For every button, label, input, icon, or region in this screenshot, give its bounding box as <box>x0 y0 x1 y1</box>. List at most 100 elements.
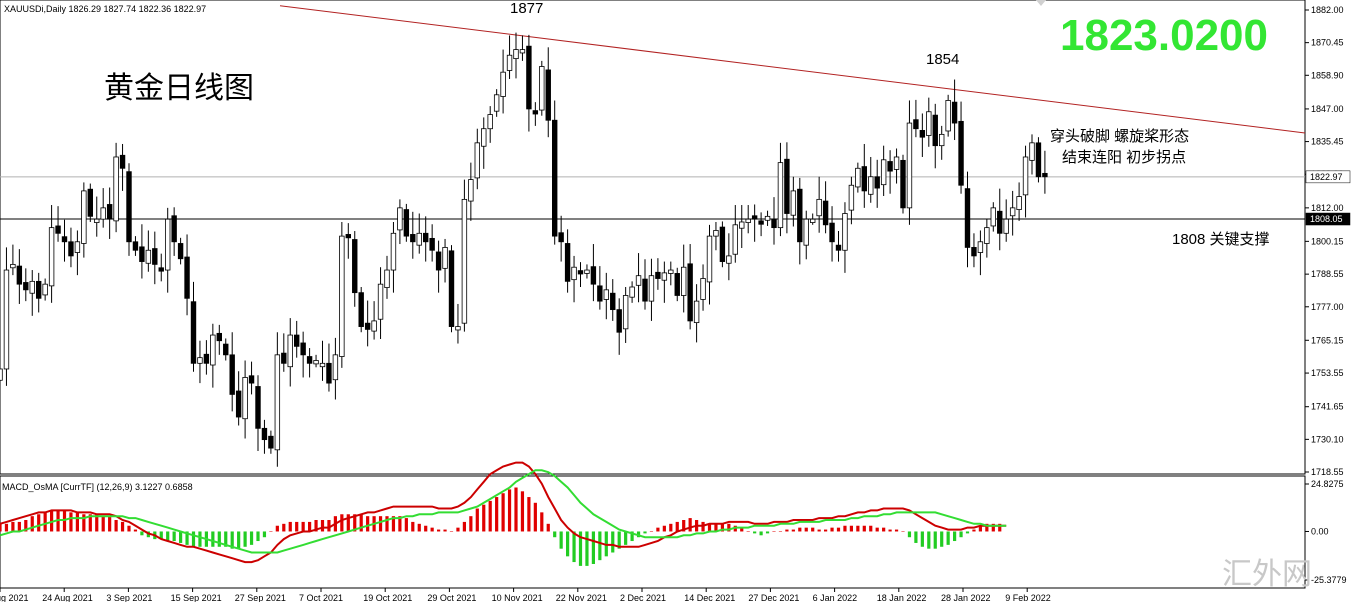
candle <box>152 231 158 285</box>
macd-hist-bar <box>275 525 279 532</box>
macd-hist-bar <box>37 514 41 532</box>
candle-body-down <box>358 292 364 327</box>
candle <box>732 205 738 263</box>
candle-body-up <box>693 300 700 324</box>
macd-hist-bar <box>282 523 286 532</box>
candle-body-up <box>1022 156 1029 196</box>
candle <box>616 298 622 355</box>
candle <box>16 249 23 304</box>
candle <box>442 238 448 283</box>
candle-body-up <box>726 255 732 264</box>
candle <box>526 34 532 132</box>
candle-body-up <box>145 249 152 264</box>
macd-hist-bar <box>249 531 254 545</box>
support-note: 1808 关键支撑 <box>1172 231 1270 248</box>
candle <box>300 331 306 378</box>
macd-hist-bar <box>69 512 73 532</box>
macd-hist-bar <box>617 531 621 549</box>
candle-body-up <box>94 218 100 223</box>
candle-body-down <box>255 386 261 429</box>
date-tick-label: 12 Aug 2021 <box>0 593 29 602</box>
candle <box>474 128 480 190</box>
current-price-tag-bg <box>1305 170 1351 184</box>
candle-body-up <box>745 218 751 223</box>
macd-hist-bar <box>507 489 512 532</box>
macd-tick-label: -25.3779 <box>1311 575 1347 585</box>
macd-hist-bar <box>520 491 525 532</box>
candle <box>313 354 319 368</box>
candle-body-up <box>706 235 713 283</box>
macd-hist-bar <box>907 531 912 538</box>
candle <box>758 212 764 237</box>
candle-body-down <box>106 204 113 220</box>
macd-hist-bar <box>920 531 924 547</box>
candle <box>797 177 803 265</box>
candle <box>171 207 177 256</box>
candle-body-down <box>403 209 410 237</box>
candle-body-down <box>171 215 177 243</box>
candle <box>861 143 867 208</box>
macd-hist-bar <box>404 518 408 532</box>
resistance-trendline[interactable] <box>279 5 1306 134</box>
candle <box>816 176 822 233</box>
candle-body-down <box>719 226 726 262</box>
macd-hist-bar <box>95 514 99 532</box>
date-tick-label: 14 Dec 2021 <box>684 593 735 602</box>
candle <box>790 176 797 227</box>
candle <box>558 215 564 262</box>
candle <box>132 236 139 256</box>
candle <box>403 203 410 242</box>
price-axis: 1882.001870.451858.901847.001835.451823.… <box>1305 5 1344 477</box>
candle-body-down <box>526 45 532 110</box>
macd-hist-bar <box>856 525 860 532</box>
candle <box>777 142 784 237</box>
candle <box>913 99 919 138</box>
candle <box>203 340 210 375</box>
candle-body-down <box>132 241 139 251</box>
candle <box>874 159 880 208</box>
candle <box>868 156 874 203</box>
macd-hist-bar <box>256 531 260 542</box>
candle <box>577 262 584 288</box>
macd-hist-bar <box>230 531 234 549</box>
macd-hist-bar <box>991 523 995 532</box>
date-tick-label: 9 Feb 2022 <box>1005 593 1051 602</box>
macd-hist-bar <box>611 531 615 553</box>
candle <box>571 255 577 303</box>
macd-hist-bar <box>501 493 505 532</box>
candle <box>893 148 900 184</box>
macd-hist-bar <box>778 531 783 532</box>
candle <box>113 142 119 233</box>
macd-hist-bar <box>346 514 350 532</box>
candle <box>990 202 996 232</box>
candle-body-down <box>268 435 274 449</box>
candle <box>1029 134 1035 175</box>
candle <box>739 205 745 248</box>
macd-hist-bar <box>475 508 479 532</box>
candle <box>519 35 526 61</box>
candle-body-down <box>835 244 842 251</box>
candle <box>455 303 461 344</box>
candle-body-up <box>855 167 861 188</box>
candle <box>81 182 87 258</box>
candle-body-up <box>313 360 319 365</box>
candle-body-up <box>1009 207 1016 217</box>
macd-hist-bar <box>862 525 866 532</box>
macd-hist-bar <box>598 531 602 561</box>
candle-body-up <box>0 368 3 381</box>
candle-body-down <box>68 241 74 257</box>
candle <box>552 100 558 245</box>
chart-title-cn: 黄金日线图 <box>104 72 254 105</box>
price-tick-label: 1753.55 <box>1311 368 1344 378</box>
macd-hist-bar <box>836 527 841 532</box>
macd-hist-bar <box>437 529 441 532</box>
candle-body-up <box>810 218 816 223</box>
candle-body-up <box>880 159 887 186</box>
macd-hist-bar <box>114 520 118 532</box>
candle-body-down <box>577 270 584 275</box>
horizontal-lines <box>0 176 1305 220</box>
macd-hist-bar <box>366 516 370 532</box>
price-tick-label: 1741.65 <box>1311 402 1344 412</box>
